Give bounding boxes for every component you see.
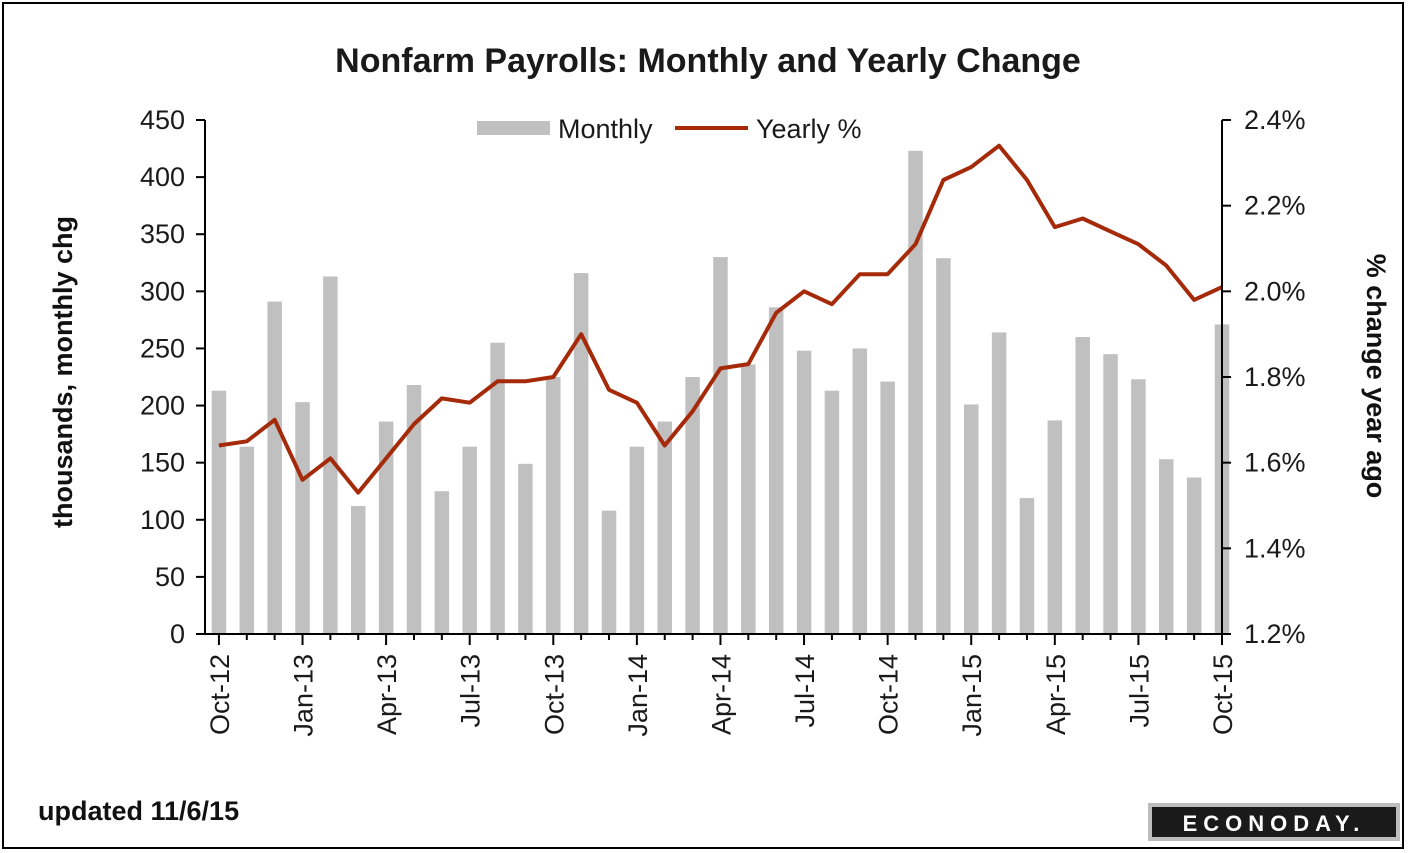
y-right-tick-label: 1.8% [1244, 362, 1306, 392]
bar-Nov-12 [239, 446, 255, 634]
y-right-tick-label: 1.2% [1244, 619, 1306, 649]
x-tick-label: Oct-14 [874, 654, 904, 735]
axes: 0 50 100 150 200 250 300 350 400 450 1.2% 1.4% 1.6% 1… [140, 105, 1306, 737]
yearly-line [218, 143, 1223, 495]
legend-yearly-label: Yearly % [756, 114, 862, 144]
bar-Aug-14 [824, 390, 840, 634]
chart-title: Nonfarm Payrolls: Monthly and Yearly Cha… [335, 42, 1081, 80]
y-left-tick-label: 450 [140, 105, 185, 135]
bar-Oct-14 [880, 381, 895, 634]
bar-Aug-13 [490, 342, 505, 634]
x-tick-label: Apr-13 [372, 654, 402, 735]
legend-monthly-swatch [477, 121, 550, 135]
bar-Feb-15 [991, 332, 1007, 634]
x-tick-label: Jul-15 [1124, 654, 1154, 728]
y-left-tick-label: 0 [170, 619, 185, 649]
x-tick-label: Oct-15 [1208, 654, 1238, 735]
x-tick-label: Jan-14 [623, 654, 653, 737]
bar-Dec-12 [267, 301, 282, 634]
y-left-label: thousands, monthly chg [48, 216, 78, 528]
x-tick-label: Jul-14 [790, 654, 820, 728]
bar-Feb-14 [657, 421, 672, 634]
logo-text: ECONODAY. [1183, 811, 1366, 836]
yearly-line-layer [218, 143, 1223, 495]
y-right-tick-label: 2.4% [1244, 105, 1306, 135]
y-right-tick-label: 2.2% [1244, 191, 1306, 221]
legend-monthly-label: Monthly [558, 114, 653, 144]
bar-Jul-14 [796, 350, 812, 634]
x-tick-label: Jul-13 [456, 654, 486, 728]
y-right-tick-label: 1.6% [1244, 448, 1306, 478]
y-left-tick-label: 200 [140, 391, 185, 421]
y-right-label: % change year ago [1361, 254, 1391, 499]
y-left-tick-label: 250 [140, 333, 185, 363]
bar-Sep-14 [852, 348, 868, 634]
monthly-bars [211, 150, 1230, 634]
bar-Mar-13 [351, 506, 366, 634]
y-left-tick-label: 50 [155, 562, 185, 592]
bar-Apr-14 [713, 257, 728, 634]
x-tick-label: Apr-15 [1041, 654, 1071, 735]
x-tick-label: Oct-12 [205, 654, 235, 735]
y-right-tick-label: 2.0% [1244, 276, 1306, 306]
x-tick-label: Jan-15 [957, 654, 987, 737]
x-tick-label: Jan-13 [289, 654, 319, 737]
bar-Nov-14 [908, 150, 923, 634]
y-left-tick-label: 400 [140, 162, 185, 192]
x-tick-label: Apr-14 [707, 654, 737, 735]
bar-Jan-13 [295, 402, 310, 634]
bar-Sep-15 [1186, 477, 1202, 634]
y-left-tick-label: 100 [140, 505, 185, 535]
y-right-tick-label: 1.4% [1244, 533, 1306, 563]
bar-Mar-15 [1019, 498, 1035, 634]
bar-Sep-13 [518, 463, 533, 634]
bar-Jan-14 [629, 446, 645, 634]
y-left-tick-label: 350 [140, 219, 185, 249]
bar-Jan-15 [963, 404, 979, 634]
bar-May-14 [741, 364, 756, 634]
bar-Mar-14 [685, 377, 700, 634]
bar-Jun-14 [768, 307, 784, 634]
bar-Jul-15 [1131, 379, 1146, 634]
bar-Oct-12 [211, 390, 227, 634]
bar-May-15 [1075, 337, 1090, 634]
bar-Jul-13 [462, 446, 477, 634]
econoday-logo: ECONODAY. [1148, 803, 1400, 841]
y-left-tick-label: 150 [140, 448, 185, 478]
bar-Jun-13 [434, 491, 450, 634]
bar-May-13 [406, 384, 422, 634]
bar-Aug-15 [1159, 459, 1174, 634]
x-tick-label: Oct-13 [539, 654, 569, 735]
bar-Apr-15 [1047, 420, 1063, 634]
bar-Dec-14 [936, 258, 951, 634]
bar-Feb-13 [323, 276, 338, 634]
updated-note: updated 11/6/15 [38, 796, 239, 826]
y-left-tick-label: 300 [140, 276, 185, 306]
bar-Apr-13 [378, 421, 394, 634]
legend: Monthly Yearly % [477, 114, 862, 144]
bar-Jun-15 [1103, 354, 1118, 634]
bar-Oct-13 [546, 377, 561, 634]
bar-Nov-13 [573, 273, 589, 634]
bar-Dec-13 [601, 510, 617, 634]
